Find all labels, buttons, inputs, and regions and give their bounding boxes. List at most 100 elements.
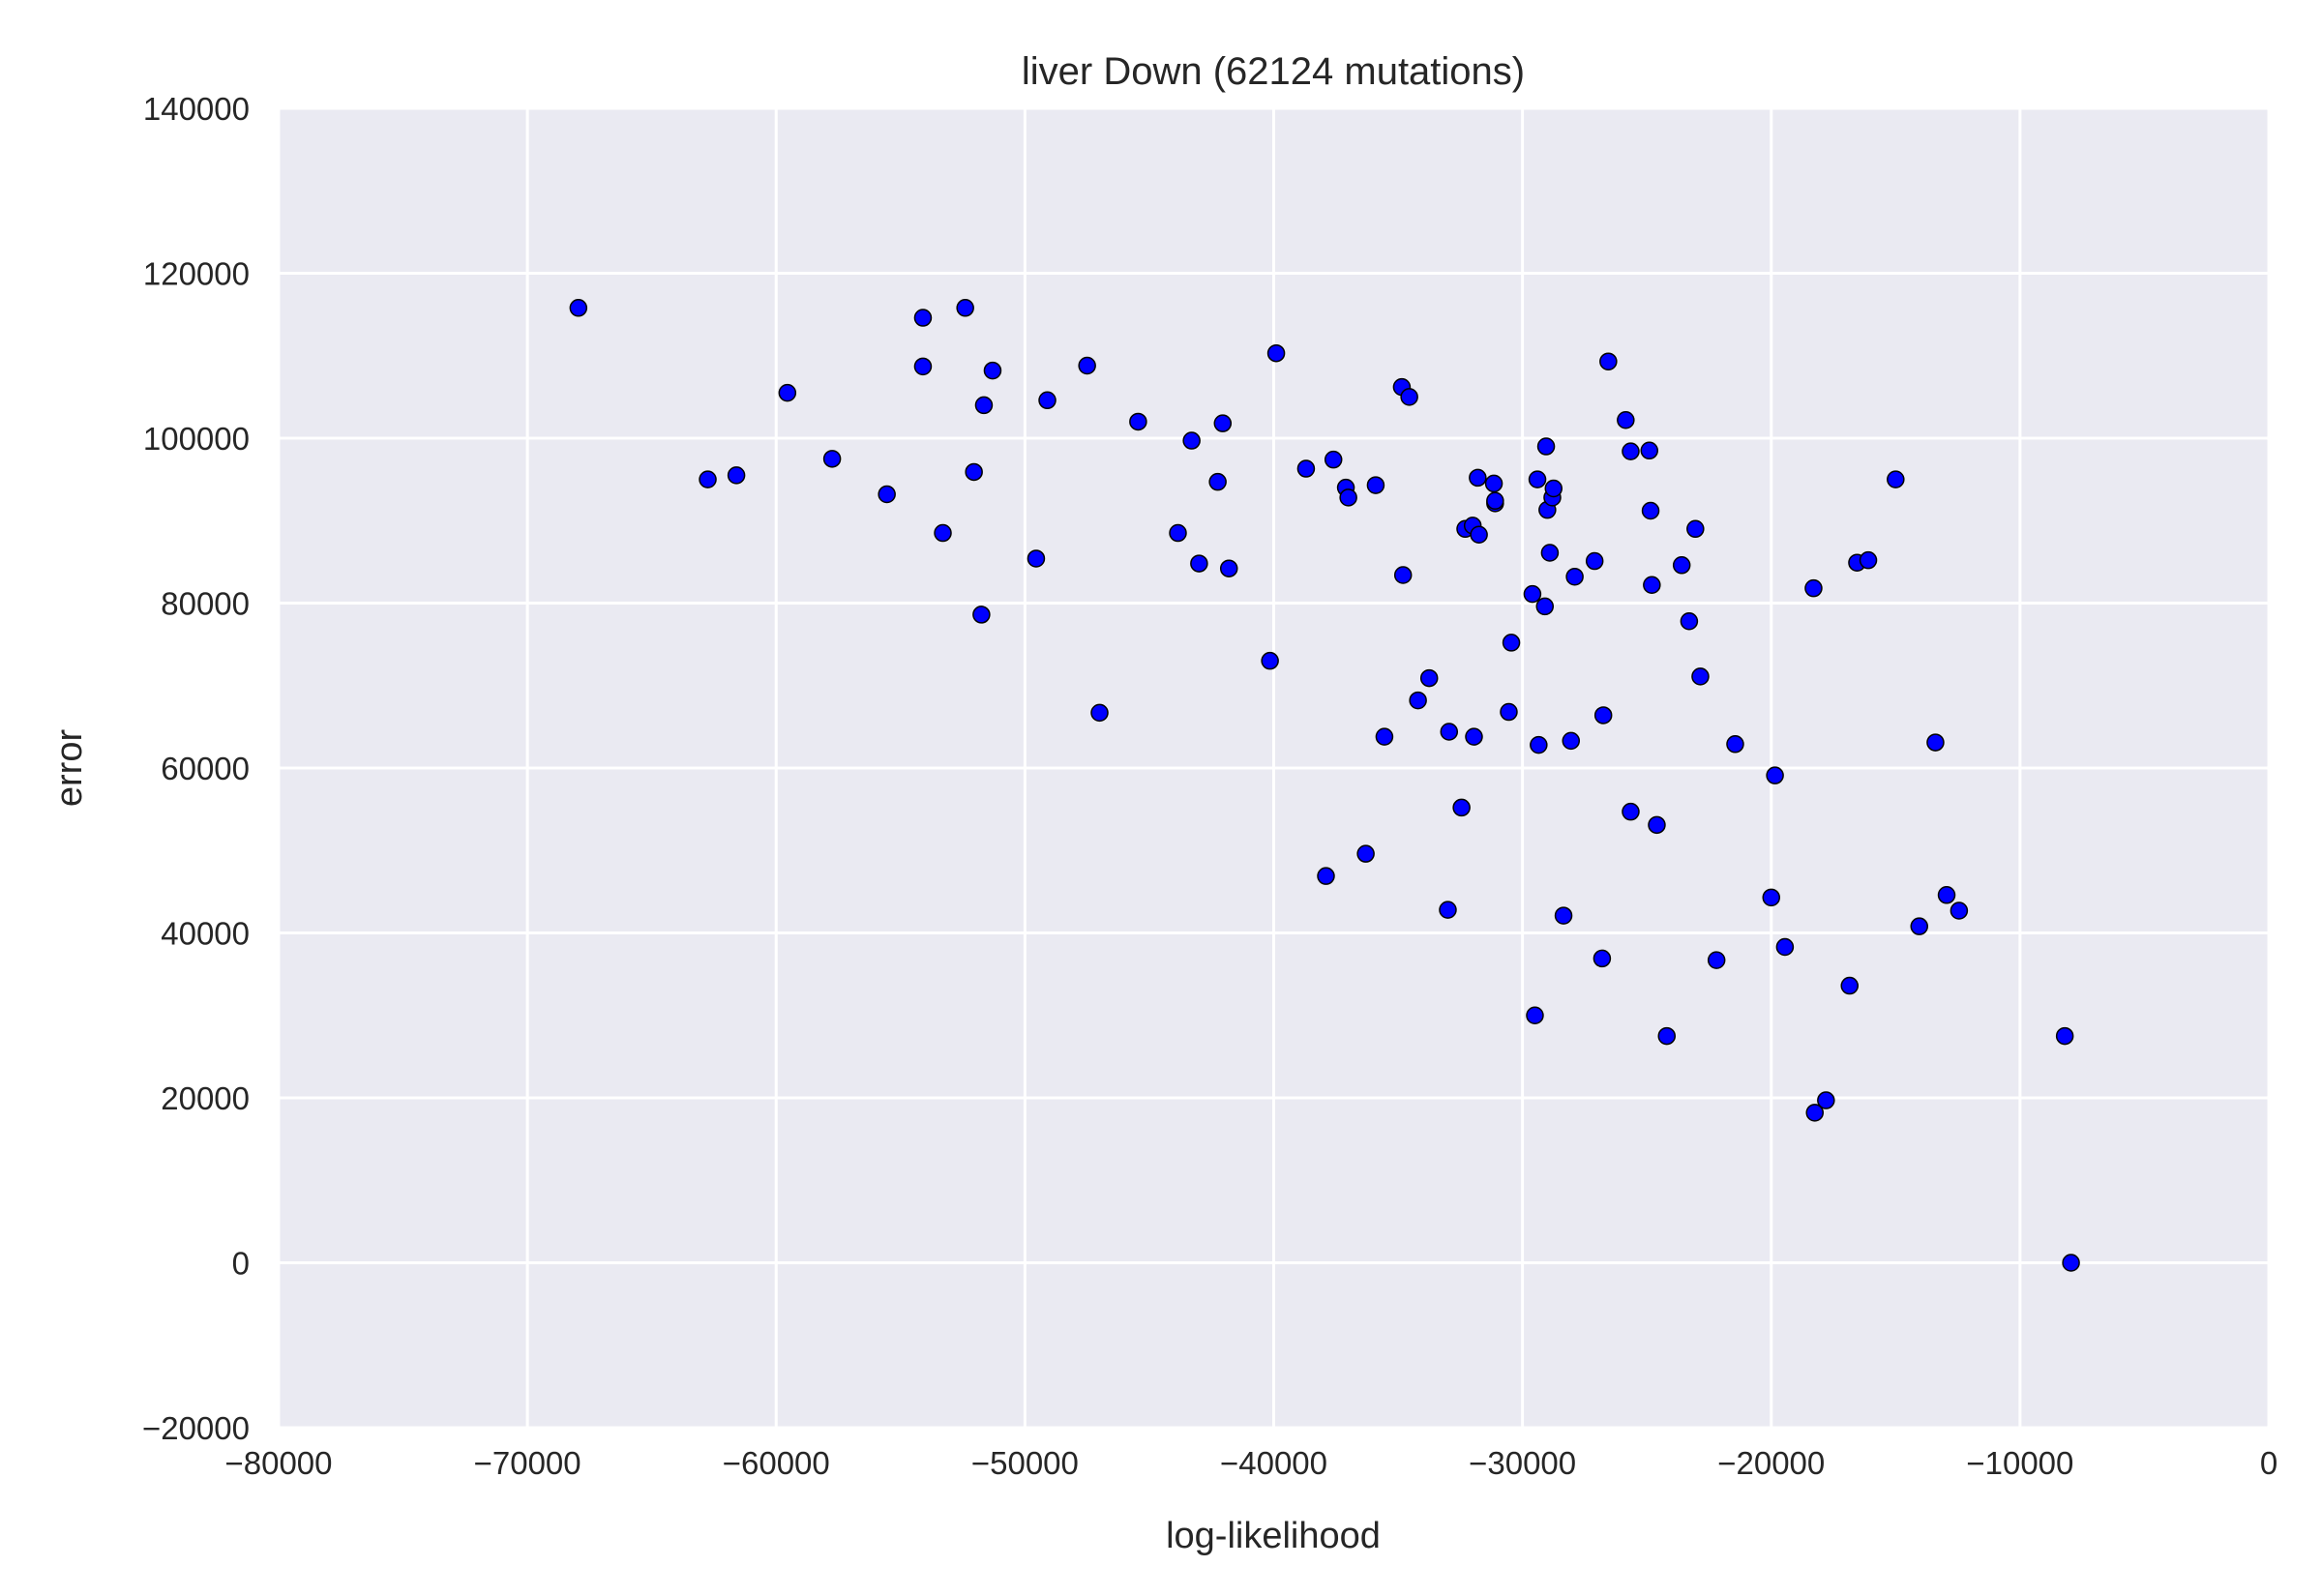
scatter-point [956, 299, 974, 317]
scatter-point [1817, 1091, 1835, 1109]
scatter-point [1440, 723, 1459, 741]
scatter-point [974, 396, 994, 415]
scatter-point [1038, 391, 1057, 410]
scatter-point [1707, 951, 1726, 969]
scatter-point [1339, 488, 1357, 507]
scatter-point [778, 383, 797, 402]
scatter-point [1562, 731, 1581, 751]
scatter-point [1208, 472, 1227, 491]
scatter-point [1926, 733, 1945, 752]
scatter-point [569, 299, 588, 317]
x-tick-label: 0 [2260, 1445, 2277, 1481]
scatter-point [1599, 352, 1618, 370]
scatter-point [1804, 578, 1823, 598]
scatter-point [878, 485, 896, 504]
scatter-point [699, 470, 717, 488]
scatter-point [972, 606, 991, 624]
scatter-point [1686, 519, 1705, 539]
scatter-point [1400, 388, 1418, 406]
y-tick-label: 0 [232, 1246, 250, 1282]
scatter-point [1409, 691, 1427, 710]
scatter-point [2062, 1254, 2080, 1272]
scatter-point [1393, 566, 1413, 584]
scatter-point [1317, 867, 1335, 885]
scatter-point [1937, 886, 1956, 904]
scatter-point [965, 462, 983, 482]
x-tick-labels: −80000 −70000 −60000 −50000 −40000 −30000 −200… [224, 1445, 2277, 1481]
scatter-point [1439, 901, 1457, 919]
scatter-point [1266, 343, 1286, 363]
scatter-point [1622, 442, 1640, 460]
scatter-point [1470, 525, 1488, 544]
scatter-point [1726, 735, 1744, 754]
scatter-point [1887, 470, 1905, 488]
y-tick-label: 40000 [161, 916, 250, 952]
scatter-point [1643, 576, 1661, 594]
scatter-point [1805, 1104, 1824, 1122]
x-tick-label: −50000 [971, 1445, 1079, 1481]
x-tick-label: −40000 [1220, 1445, 1327, 1481]
y-tick-label: 140000 [143, 91, 250, 127]
y-tick-label: 100000 [143, 421, 250, 457]
scatter-point [1622, 802, 1640, 821]
scatter-point [1419, 668, 1439, 688]
x-tick-label: −20000 [1717, 1445, 1825, 1481]
scatter-point [1910, 917, 1928, 935]
scatter-point [1775, 937, 1795, 957]
scatter-point [1648, 815, 1666, 835]
scatter-point [1950, 901, 1969, 920]
scatter-point [1554, 906, 1573, 925]
scatter-point [913, 309, 933, 327]
scatter-point [1593, 949, 1612, 968]
scatter-point [1593, 706, 1613, 724]
x-tick-label: −70000 [474, 1445, 581, 1481]
scatter-point [1324, 450, 1343, 469]
scatter-point [1680, 612, 1699, 631]
scatter-point [1452, 798, 1471, 817]
scatter-point [1523, 584, 1542, 604]
x-tick-label: −30000 [1469, 1445, 1576, 1481]
scatter-point [1691, 667, 1710, 686]
scatter-point [983, 361, 1002, 380]
scatter-point [1190, 554, 1208, 573]
x-tick-label: −60000 [723, 1445, 830, 1481]
scatter-point [1526, 1006, 1544, 1024]
scatter-point [1182, 431, 1201, 450]
y-tick-label: 60000 [161, 751, 250, 786]
scatter-point [1465, 727, 1483, 746]
scatter-point [1375, 727, 1394, 746]
scatter-point [1486, 491, 1504, 511]
scatter-point [2055, 1026, 2074, 1046]
chart-title: liver Down (62124 mutations) [1022, 50, 1525, 93]
scatter-point [1766, 766, 1784, 784]
scatter-point [1366, 476, 1385, 494]
scatter-point [1544, 479, 1563, 498]
x-axis-label: log-likelihood [1166, 1516, 1381, 1556]
scatter-point [1565, 567, 1584, 586]
scatter-point [1535, 597, 1555, 616]
scatter-point [727, 466, 746, 485]
scatter-point [1213, 414, 1233, 432]
x-tick-label: −10000 [1966, 1445, 2073, 1481]
scatter-point [1356, 844, 1375, 863]
scatter-point [1500, 702, 1518, 722]
scatter-point [1129, 412, 1147, 431]
y-tick-label: 120000 [143, 256, 250, 292]
data-points [569, 299, 2080, 1272]
scatter-point [1528, 470, 1547, 488]
scatter-point [934, 523, 952, 543]
scatter-point [1672, 556, 1691, 575]
scatter-point [1585, 551, 1604, 571]
y-tick-label: −20000 [142, 1410, 250, 1446]
scatter-point [1296, 459, 1316, 478]
scatter-point [1502, 634, 1521, 652]
y-tick-label: 20000 [161, 1080, 250, 1116]
scatter-point [1169, 523, 1187, 543]
y-gridlines [279, 106, 2269, 1430]
scatter-point [822, 450, 842, 468]
scatter-point [1484, 474, 1503, 493]
scatter-point [1640, 441, 1659, 460]
scatter-point [1840, 976, 1859, 995]
scatter-point [1027, 549, 1046, 568]
scatter-point [1090, 703, 1109, 723]
